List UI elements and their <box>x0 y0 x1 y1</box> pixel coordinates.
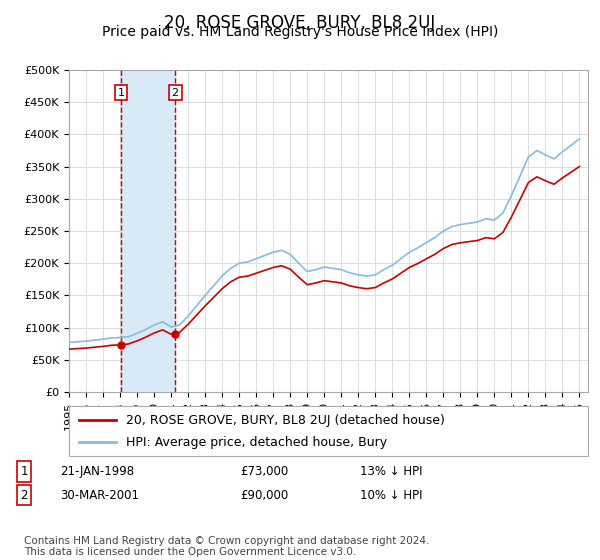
Text: 13% ↓ HPI: 13% ↓ HPI <box>360 465 422 478</box>
Text: 1: 1 <box>118 87 124 97</box>
Bar <box>121 70 175 392</box>
Text: Price paid vs. HM Land Registry's House Price Index (HPI): Price paid vs. HM Land Registry's House … <box>102 25 498 39</box>
Text: 2: 2 <box>172 87 179 97</box>
Text: 1: 1 <box>20 465 28 478</box>
Text: 21-JAN-1998: 21-JAN-1998 <box>60 465 134 478</box>
FancyBboxPatch shape <box>69 406 588 456</box>
Text: HPI: Average price, detached house, Bury: HPI: Average price, detached house, Bury <box>126 436 387 449</box>
Text: £90,000: £90,000 <box>240 488 288 502</box>
Text: 20, ROSE GROVE, BURY, BL8 2UJ (detached house): 20, ROSE GROVE, BURY, BL8 2UJ (detached … <box>126 414 445 427</box>
Text: 10% ↓ HPI: 10% ↓ HPI <box>360 488 422 502</box>
Text: 2: 2 <box>20 488 28 502</box>
Text: 30-MAR-2001: 30-MAR-2001 <box>60 488 139 502</box>
Text: 20, ROSE GROVE, BURY, BL8 2UJ: 20, ROSE GROVE, BURY, BL8 2UJ <box>164 14 436 32</box>
Text: £73,000: £73,000 <box>240 465 288 478</box>
Text: Contains HM Land Registry data © Crown copyright and database right 2024.
This d: Contains HM Land Registry data © Crown c… <box>24 535 430 557</box>
